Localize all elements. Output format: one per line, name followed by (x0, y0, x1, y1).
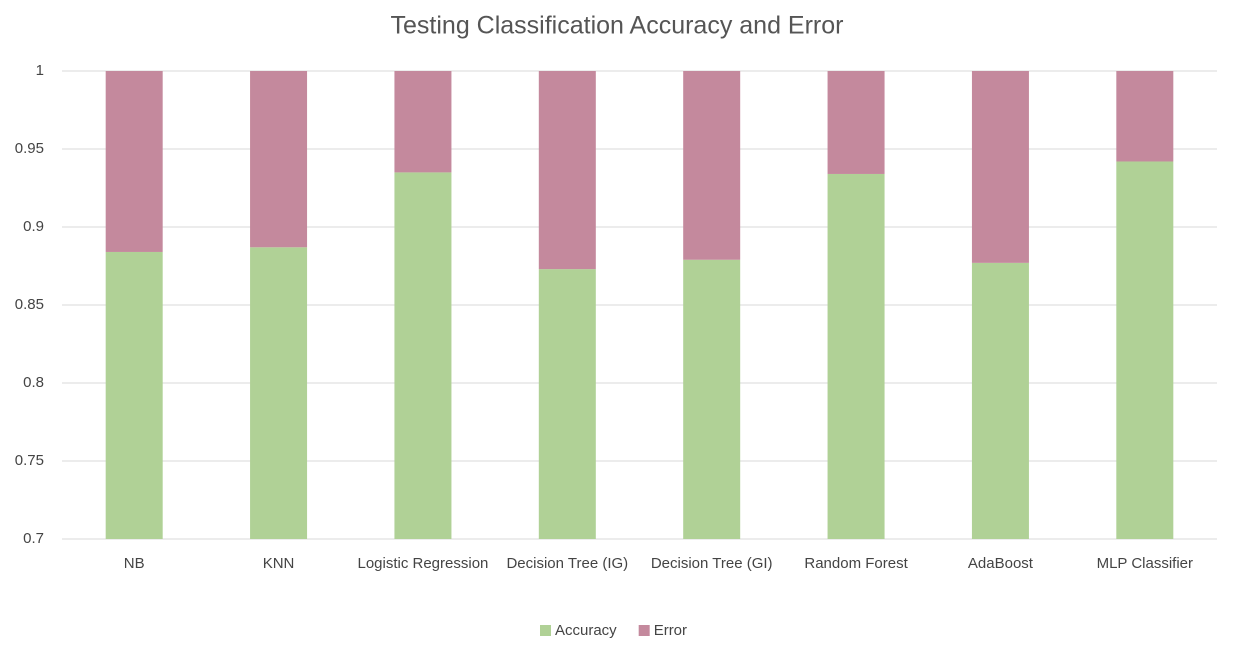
legend-label: Error (654, 622, 687, 639)
y-tick-label: 0.75 (15, 452, 44, 469)
y-tick-label: 1 (36, 62, 44, 79)
bar-segment (971, 71, 1029, 263)
bar-segment (538, 269, 596, 539)
x-tick-label: KNN (262, 555, 295, 572)
bar-segment (105, 71, 163, 252)
bar-segment (538, 71, 596, 270)
bar-segment (827, 173, 885, 539)
x-tick-label: NB (123, 555, 145, 572)
legend-swatch (540, 625, 551, 636)
chart-title: Testing Classification Accuracy and Erro… (391, 12, 844, 40)
x-tick-label: Random Forest (804, 555, 908, 572)
y-tick-label: 0.85 (15, 296, 44, 313)
legend-label: Accuracy (555, 622, 617, 639)
y-tick-label: 0.9 (23, 218, 44, 235)
bar-segment (1116, 71, 1174, 162)
x-tick-label: Decision Tree (IG) (506, 555, 629, 572)
legend-swatch (638, 625, 650, 636)
bar-segment (683, 71, 741, 260)
y-tick-label: 0.7 (23, 530, 44, 547)
bar-segment (971, 262, 1029, 539)
bar-segment (827, 71, 885, 174)
bar-segment (394, 71, 452, 173)
x-tick-label: MLP Classifier (1096, 555, 1194, 572)
bar-segment (683, 259, 741, 539)
bar-segment (250, 71, 308, 248)
bar-segment (105, 251, 163, 539)
bar-segment (1116, 161, 1174, 540)
x-tick-label: Decision Tree (GI) (650, 555, 773, 572)
x-tick-label: Logistic Regression (357, 555, 489, 572)
y-tick-label: 0.8 (23, 374, 44, 391)
bar-segment (250, 247, 308, 539)
y-tick-label: 0.95 (15, 140, 44, 157)
bar-segment (394, 172, 452, 539)
x-tick-label: AdaBoost (967, 555, 1033, 572)
